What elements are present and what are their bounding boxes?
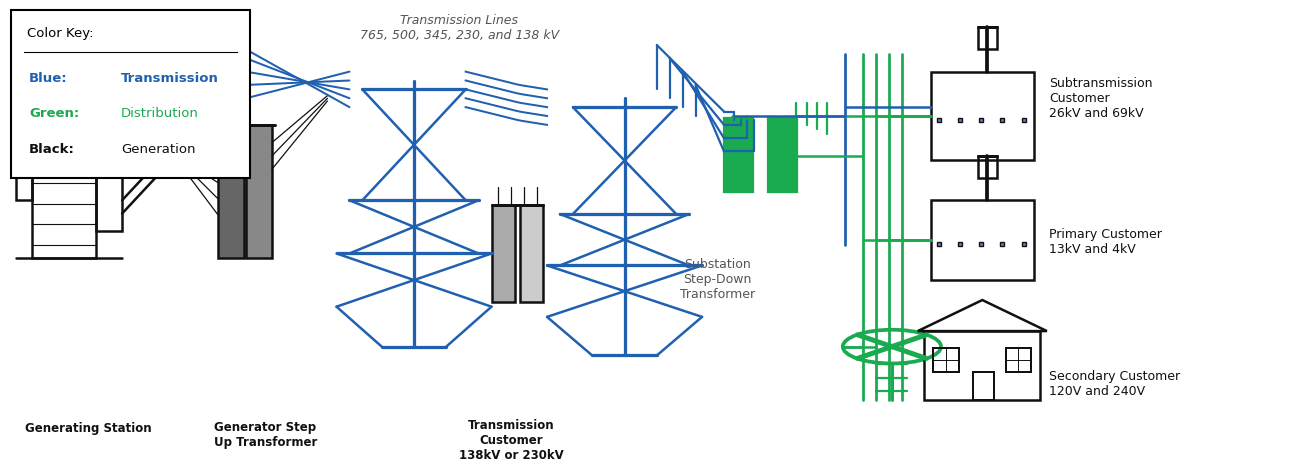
Text: Primary Customer
13kV and 4kV: Primary Customer 13kV and 4kV (1050, 229, 1162, 257)
Text: Color Key:: Color Key: (27, 27, 93, 40)
Text: Generator Step
Up Transformer: Generator Step Up Transformer (213, 420, 317, 448)
Text: Substation
Step-Down
Transformer: Substation Step-Down Transformer (680, 258, 755, 301)
FancyBboxPatch shape (12, 10, 250, 178)
Text: Generation: Generation (120, 143, 195, 156)
Text: Transmission Lines
765, 500, 345, 230, and 138 kV: Transmission Lines 765, 500, 345, 230, a… (359, 14, 559, 42)
Text: Transmission: Transmission (120, 72, 219, 85)
Text: Black:: Black: (30, 143, 75, 156)
Text: Transmission
Customer
138kV or 230kV: Transmission Customer 138kV or 230kV (459, 419, 564, 459)
Text: Distribution: Distribution (120, 107, 199, 120)
Polygon shape (768, 118, 796, 191)
Text: Green:: Green: (30, 107, 79, 120)
Polygon shape (217, 125, 243, 258)
Polygon shape (520, 205, 543, 302)
Text: Subtransmission
Customer
26kV and 69kV: Subtransmission Customer 26kV and 69kV (1050, 77, 1153, 120)
Polygon shape (246, 125, 272, 258)
Text: Blue:: Blue: (30, 72, 67, 85)
Text: Generating Station: Generating Station (25, 422, 151, 435)
Text: Secondary Customer
120V and 240V: Secondary Customer 120V and 240V (1050, 370, 1181, 398)
Polygon shape (724, 118, 753, 191)
Polygon shape (491, 205, 515, 302)
